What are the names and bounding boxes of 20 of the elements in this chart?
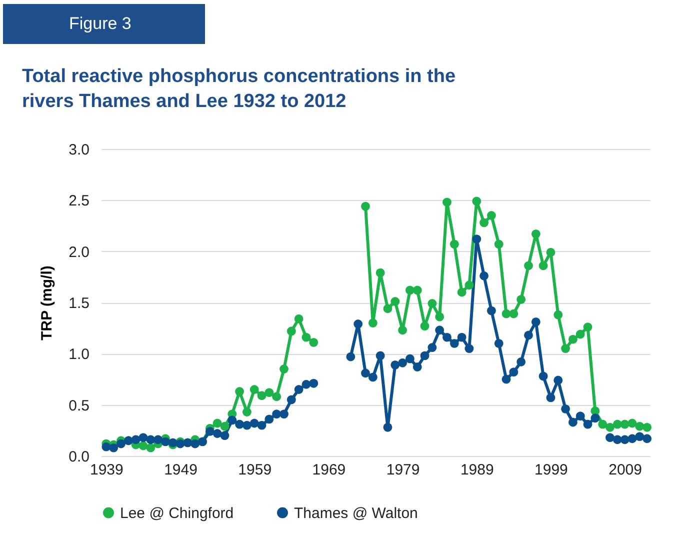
x-tick-label: 2009 xyxy=(608,462,642,478)
legend-label: Lee @ Chingford xyxy=(120,504,234,522)
y-axis-title: TRP (mg/l) xyxy=(38,266,56,340)
x-tick-label: 1969 xyxy=(312,462,346,478)
y-tick-label: 1.5 xyxy=(68,295,90,312)
x-tick-label: 1999 xyxy=(534,462,568,478)
y-tick-label: 2.0 xyxy=(68,244,90,261)
y-tick-label: 2.5 xyxy=(68,192,90,210)
y-tick-label: 0.0 xyxy=(68,448,90,466)
y-tick-label: 3.0 xyxy=(68,142,90,158)
y-tick-label: 0.5 xyxy=(68,397,90,414)
caption: Figure 3 xyxy=(69,14,132,33)
x-tick-label: 1949 xyxy=(164,462,198,478)
x-tick-label: 1959 xyxy=(238,462,272,478)
legend-label: Thames @ Walton xyxy=(294,504,418,522)
chart-title: Total reactive phosphorus concentrations in the rivers Thames and Lee 1932 to 2012 xyxy=(22,66,456,112)
y-tick-label: 1.0 xyxy=(68,346,90,364)
x-tick-label: 1939 xyxy=(90,462,124,478)
x-tick-label: 1989 xyxy=(460,462,494,478)
x-tick-label: 1979 xyxy=(386,462,420,478)
